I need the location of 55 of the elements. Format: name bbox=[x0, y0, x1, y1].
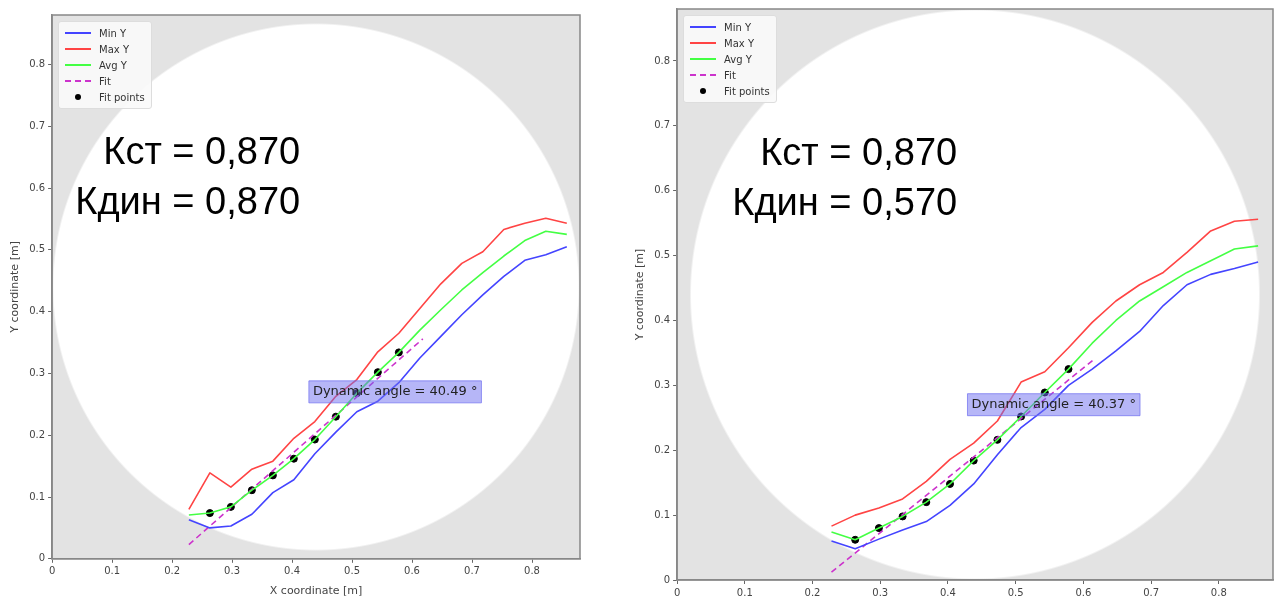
y-tick-label: 0.3 bbox=[654, 378, 671, 390]
legend-label: Max Y bbox=[724, 37, 755, 49]
x-tick-label: 0.8 bbox=[1210, 586, 1227, 598]
x-tick-label: 0.2 bbox=[804, 586, 821, 598]
y-tick-label: 0.1 bbox=[654, 508, 671, 520]
x-tick-label: 0 bbox=[48, 565, 56, 577]
annotation: Кст = 0,870 bbox=[760, 131, 958, 174]
legend-label: Min Y bbox=[724, 21, 752, 33]
legend-label: Avg Y bbox=[99, 59, 127, 71]
x-tick-label: 0.4 bbox=[940, 586, 956, 598]
y-tick-label: 0.8 bbox=[29, 58, 46, 70]
x-tick-label: 0 bbox=[673, 586, 681, 598]
annotation: Кдин = 0,570 bbox=[732, 181, 958, 224]
x-tick-label: 0.5 bbox=[344, 565, 360, 577]
x-tick-label: 0.2 bbox=[164, 565, 181, 577]
legend-label: Fit points bbox=[99, 91, 145, 103]
x-tick-label: 0.7 bbox=[464, 565, 480, 577]
x-tick-label: 0.6 bbox=[1075, 586, 1092, 598]
annotation: Dynamic angle = 40.37 ° bbox=[971, 396, 1137, 412]
x-axis-title: X coordinate [m] bbox=[269, 584, 363, 598]
legend-label: Fit bbox=[724, 69, 736, 81]
x-tick-label: 0.7 bbox=[1143, 586, 1160, 598]
legend-label: Max Y bbox=[99, 43, 130, 55]
y-tick-label: 0.2 bbox=[29, 428, 46, 440]
y-tick-label: 0 bbox=[38, 552, 46, 564]
legend-label: Fit points bbox=[724, 85, 770, 97]
annotation: Кст = 0,870 bbox=[103, 130, 301, 173]
x-tick-label: 0.5 bbox=[1007, 586, 1024, 598]
y-tick-label: 0.7 bbox=[29, 119, 46, 131]
y-tick-label: 0.7 bbox=[654, 119, 671, 131]
y-tick-label: 0.5 bbox=[654, 249, 671, 261]
y-axis-title: Y coordinate [m] bbox=[8, 241, 22, 334]
x-tick-label: 0.3 bbox=[224, 565, 241, 577]
x-tick-label: 0.6 bbox=[404, 565, 420, 577]
y-tick-label: 0.4 bbox=[29, 305, 46, 317]
y-tick-label: 0.1 bbox=[29, 490, 46, 502]
x-tick-label: 0.3 bbox=[872, 586, 889, 598]
legend-label: Fit bbox=[99, 75, 111, 87]
y-tick-label: 0.2 bbox=[654, 443, 671, 455]
y-tick-label: 0.6 bbox=[29, 181, 46, 193]
x-tick-label: 0.8 bbox=[524, 565, 540, 577]
x-tick-label: 0.4 bbox=[284, 565, 301, 577]
y-tick-label: 0.4 bbox=[654, 314, 671, 326]
legend-label: Min Y bbox=[99, 27, 127, 39]
y-tick-label: 0.3 bbox=[29, 367, 46, 379]
x-tick-label: 0.1 bbox=[736, 586, 753, 598]
annotation: Dynamic angle = 40.49 ° bbox=[312, 383, 478, 399]
y-tick-label: 0.6 bbox=[654, 184, 671, 196]
y-tick-label: 0.8 bbox=[654, 54, 671, 66]
y-tick-label: 0.5 bbox=[29, 243, 46, 255]
annotation: Кдин = 0,870 bbox=[75, 180, 301, 223]
y-axis-title: Y coordinate [m] bbox=[633, 248, 647, 342]
legend-label: Avg Y bbox=[724, 53, 752, 65]
x-tick-label: 0.1 bbox=[104, 565, 121, 577]
y-tick-label: 0 bbox=[663, 573, 671, 585]
